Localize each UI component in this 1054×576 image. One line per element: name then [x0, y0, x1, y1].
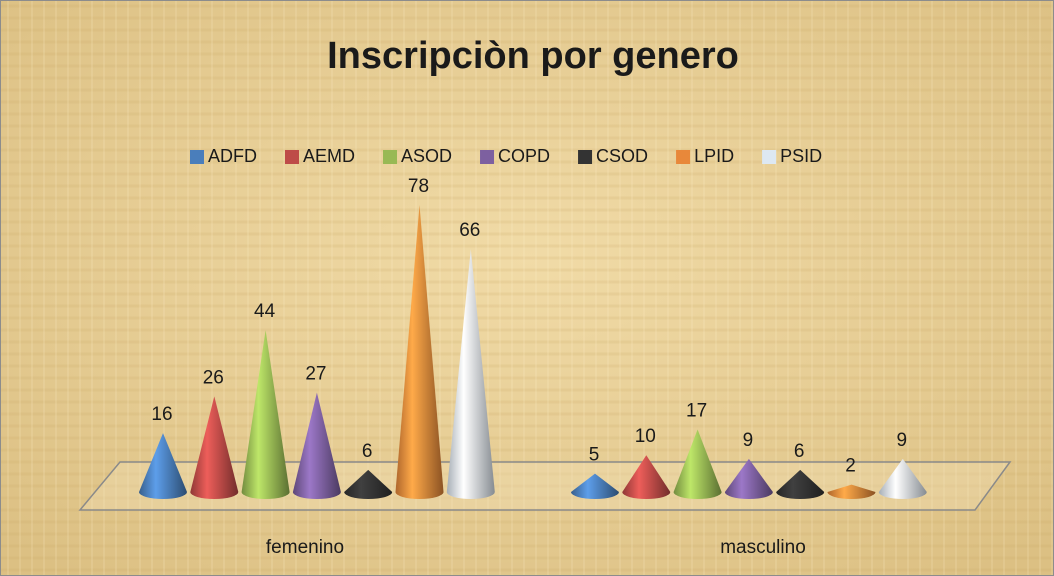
- legend-label: AEMD: [303, 146, 355, 166]
- data-label: 5: [589, 445, 600, 466]
- cone: [878, 458, 927, 500]
- cone: [139, 433, 187, 499]
- data-label: 9: [743, 430, 754, 451]
- data-label: 10: [635, 426, 656, 447]
- legend-swatch: [480, 150, 495, 164]
- data-label: 17: [686, 400, 707, 421]
- cone: [344, 469, 393, 500]
- data-label: 16: [151, 404, 172, 425]
- legend-swatch: [676, 150, 691, 164]
- legend-swatch: [285, 150, 299, 164]
- cone: [622, 455, 671, 500]
- data-label: 2: [845, 456, 856, 477]
- data-label: 27: [305, 364, 326, 385]
- data-label: 6: [362, 441, 373, 462]
- data-label: 9: [897, 430, 908, 451]
- legend-swatch: [383, 150, 398, 164]
- legend-label: ADFD: [208, 146, 257, 166]
- cone: [724, 458, 773, 500]
- cone: [776, 469, 825, 500]
- x-tick-label: masculino: [720, 537, 806, 558]
- legend-label: LPID: [694, 146, 734, 166]
- legend-label: PSID: [780, 146, 822, 166]
- cone: [395, 204, 444, 500]
- legend-swatch: [762, 150, 777, 164]
- data-label: 26: [203, 367, 224, 388]
- cone: [292, 392, 341, 500]
- legend-label: CSOD: [596, 146, 648, 166]
- cone: [673, 429, 722, 500]
- cone: [571, 473, 619, 499]
- data-label: 66: [459, 220, 480, 241]
- chart-title: Inscripciòn por genero: [327, 35, 739, 77]
- legend-label: ASOD: [401, 146, 452, 166]
- cone: [241, 330, 290, 500]
- cone: [827, 484, 876, 500]
- legend-label: COPD: [498, 146, 550, 166]
- data-label: 6: [794, 441, 805, 462]
- x-tick-label: femenino: [266, 537, 344, 558]
- cone: [446, 249, 495, 500]
- legend-swatch: [578, 150, 593, 164]
- data-label: 78: [408, 176, 429, 197]
- cone: [190, 396, 239, 500]
- data-label: 44: [254, 301, 276, 322]
- legend-swatch: [190, 150, 204, 164]
